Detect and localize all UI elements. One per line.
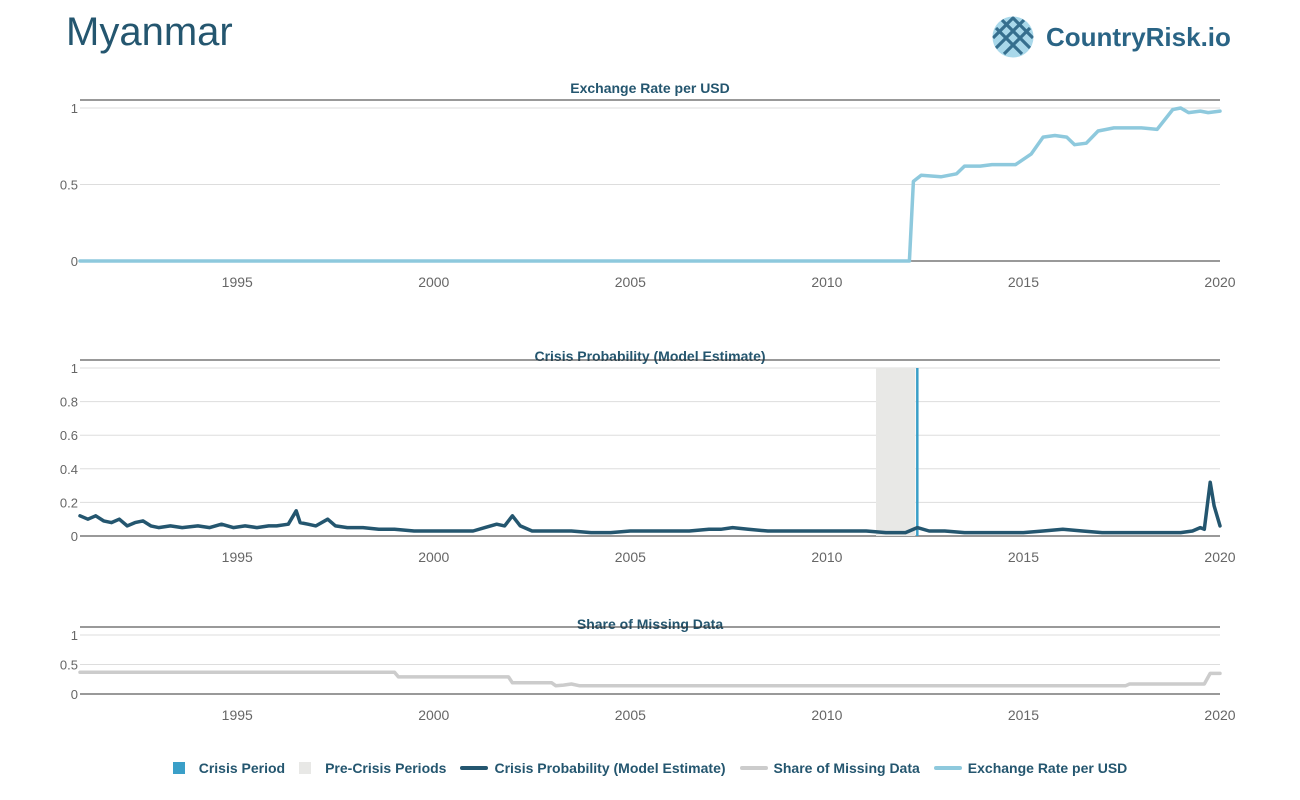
x-tick-label: 2015 <box>1008 707 1039 723</box>
legend-label-probability: Crisis Probability (Model Estimate) <box>494 760 726 776</box>
legend-swatch-probability <box>460 766 489 770</box>
legend-swatch-exchange <box>933 766 962 770</box>
y-tick-label: 1 <box>71 361 78 376</box>
x-tick-label: 1995 <box>222 549 253 565</box>
legend-item-crisis[interactable]: Crisis Period <box>172 760 286 776</box>
legend-label-crisis: Crisis Period <box>198 760 286 776</box>
y-tick-label: 0 <box>71 529 78 544</box>
x-tick-label: 2015 <box>1008 274 1039 290</box>
chart-title: Crisis Probability (Model Estimate) <box>534 348 765 364</box>
legend-label-missing: Share of Missing Data <box>773 760 920 776</box>
legend-swatch-missing <box>739 766 768 770</box>
x-tick-label: 2005 <box>615 274 646 290</box>
globe-icon <box>991 15 1035 59</box>
logo-text: CountryRisk.io <box>1046 21 1231 52</box>
x-tick-label: 2000 <box>418 707 449 723</box>
y-tick-label: 0 <box>71 687 78 702</box>
x-tick-label: 2020 <box>1204 274 1235 290</box>
x-tick-label: 2000 <box>418 549 449 565</box>
x-tick-label: 2015 <box>1008 549 1039 565</box>
y-tick-label: 0.4 <box>60 462 78 477</box>
x-tick-label: 2010 <box>811 707 842 723</box>
legend: Crisis Period Pre-Crisis Periods Crisis … <box>0 760 1300 776</box>
y-tick-label: 0.8 <box>60 395 78 410</box>
x-tick-label: 1995 <box>222 274 253 290</box>
x-tick-label: 2020 <box>1204 707 1235 723</box>
x-tick-label: 2005 <box>615 549 646 565</box>
x-tick-label: 2000 <box>418 274 449 290</box>
x-tick-label: 2010 <box>811 274 842 290</box>
legend-swatch-crisis <box>172 762 185 774</box>
y-tick-label: 0.6 <box>60 428 78 443</box>
chart-title: Share of Missing Data <box>577 616 723 632</box>
missing-data-line <box>78 670 1222 688</box>
crisis-probability-line <box>78 480 1222 535</box>
y-tick-label: 1 <box>71 101 78 116</box>
precrisis-band <box>876 368 916 536</box>
legend-label-exchange: Exchange Rate per USD <box>967 760 1128 776</box>
x-tick-label: 2020 <box>1204 549 1235 565</box>
x-tick-label: 1995 <box>222 707 253 723</box>
x-tick-label: 2005 <box>615 707 646 723</box>
countryrisk-logo[interactable]: CountryRisk.io <box>990 14 1231 60</box>
legend-item-probability[interactable]: Crisis Probability (Model Estimate) <box>460 760 726 776</box>
y-tick-label: 0.5 <box>60 178 78 193</box>
country-title: Myanmar <box>66 10 233 54</box>
chart-title: Exchange Rate per USD <box>570 80 730 96</box>
y-tick-label: 0 <box>71 254 78 269</box>
x-tick-label: 2010 <box>811 549 842 565</box>
legend-item-missing[interactable]: Share of Missing Data <box>739 760 920 776</box>
y-tick-label: 1 <box>71 628 78 643</box>
exchange-rate-line <box>78 106 1222 263</box>
legend-swatch-precrisis <box>299 762 312 774</box>
legend-item-exchange[interactable]: Exchange Rate per USD <box>933 760 1128 776</box>
y-tick-label: 0.2 <box>60 495 78 510</box>
y-tick-label: 0.5 <box>60 658 78 673</box>
legend-label-precrisis: Pre-Crisis Periods <box>325 760 447 776</box>
legend-item-precrisis[interactable]: Pre-Crisis Periods <box>299 760 446 776</box>
